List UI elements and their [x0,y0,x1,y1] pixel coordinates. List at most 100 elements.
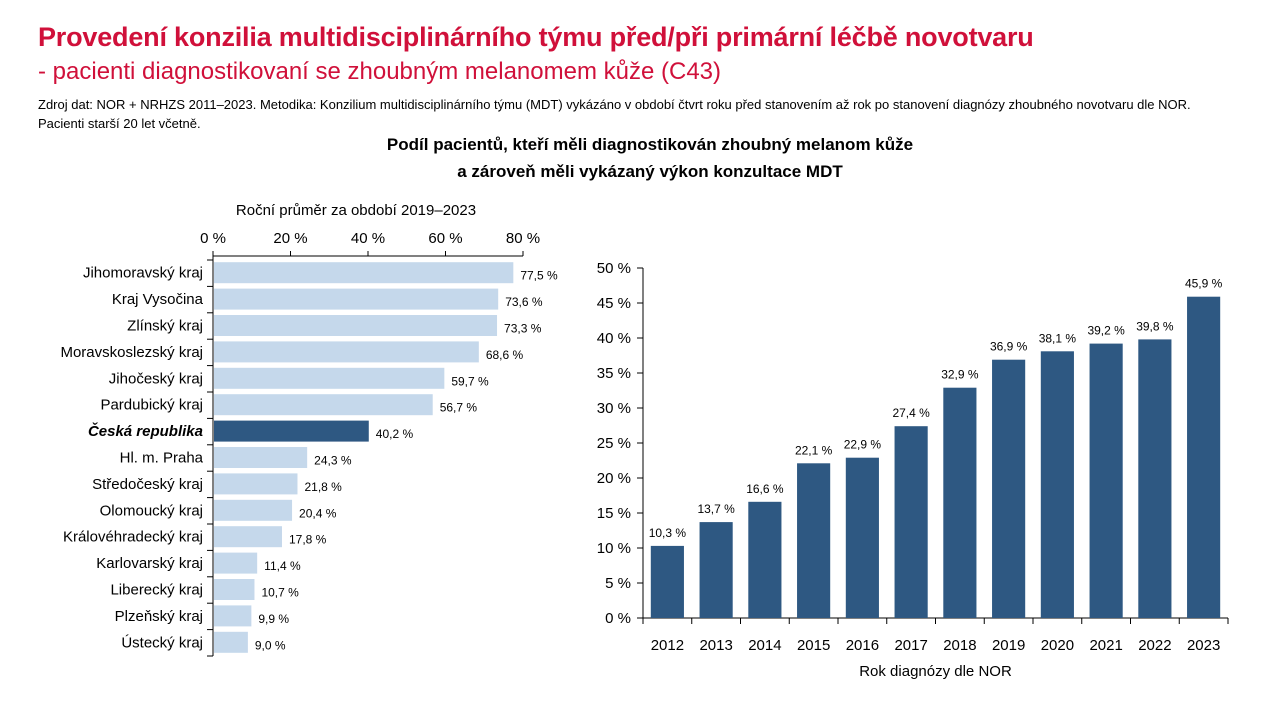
hbar-bar [214,447,308,468]
hbar-bar [214,341,479,363]
hbar-bar [214,262,514,284]
vbar-category-label: 2013 [699,637,732,654]
vbar-bar [992,359,1026,618]
hbar-bar [214,605,252,627]
vbar-value-label: 22,1 % [795,443,833,457]
chart-title-line1: Podíl pacientů, kteří měli diagnostiková… [386,135,914,154]
hbar-bar [214,367,445,389]
hbar-bar [214,315,498,336]
hbar-x-tick-label: 80 % [506,230,540,247]
vbar-value-label: 10,3 % [649,526,687,540]
vbar-category-label: 2020 [1041,637,1074,654]
hbar-value-label: 40,2 % [376,427,414,441]
vbar-category-label: 2018 [943,637,976,654]
hbar-category-label: Olomoucký kraj [100,502,203,519]
hbar-value-label: 73,6 % [505,295,543,309]
vbar-y-tick-label: 50 % [597,260,631,277]
vbar-category-label: 2021 [1089,637,1122,654]
hbar-value-label: 73,3 % [504,322,542,336]
vbar-value-label: 36,9 % [990,340,1028,354]
hbar-x-tick-label: 60 % [428,230,462,247]
vbar-y-tick-label: 35 % [597,365,631,382]
vbar-y-tick-label: 40 % [597,330,631,347]
hbar-value-label: 17,8 % [289,533,327,547]
vbar-value-label: 45,9 % [1185,277,1223,291]
hbar-category-label: Kraj Vysočina [112,291,204,308]
vbar-bar [894,426,928,618]
vbar-value-label: 13,7 % [697,502,735,516]
hbar-value-label: 59,7 % [451,374,489,388]
hbar-category-label: Moravskoslezský kraj [60,344,203,361]
page-title: Provedení konzilia multidisciplinárního … [38,22,1034,52]
hbar-value-label: 21,8 % [304,480,342,494]
vbar-value-label: 16,6 % [746,482,784,496]
hbar-category-label: Liberecký kraj [110,582,203,599]
vbar-category-label: 2022 [1138,637,1171,654]
vbar-value-label: 39,8 % [1136,319,1174,333]
hbar-category-label: Pardubický kraj [100,397,203,414]
hbar-value-label: 20,4 % [299,506,337,520]
hbar-x-tick-label: 40 % [351,230,385,247]
vbar-value-label: 27,4 % [892,406,930,420]
hbar-bar [214,394,433,416]
vbar-y-tick-label: 45 % [597,295,631,312]
hbar-value-label: 24,3 % [314,454,352,468]
vbar-category-label: 2012 [651,637,684,654]
vbar-value-label: 22,9 % [844,438,882,452]
vbar-category-label: 2017 [894,637,927,654]
vbar-value-label: 38,1 % [1039,331,1077,345]
hbar-value-label: 10,7 % [261,586,299,600]
vbar-bar [845,457,879,618]
vbar-bar [699,522,733,618]
hbar-bar [214,552,258,574]
chart-title-line2: a zároveň měli vykázaný výkon konzultace… [457,162,843,181]
vbar-y-tick-label: 30 % [597,400,631,417]
chart-title: Podíl pacientů, kteří měli diagnostiková… [0,131,1280,185]
hbar-bar [214,288,499,310]
hbar-category-label: Jihomoravský kraj [83,265,203,282]
hbar-value-label: 68,6 % [486,348,524,362]
vbar-category-label: 2015 [797,637,830,654]
vbar-y-tick-label: 20 % [597,470,631,487]
vbar-value-label: 39,2 % [1087,324,1125,338]
hbar-category-label: Česká republika [88,422,203,440]
source-note: Zdroj dat: NOR + NRHZS 2011–2023. Metodi… [38,97,1191,131]
vbar-bar [797,463,831,618]
vbar-y-tick-label: 5 % [605,575,631,592]
hbar-category-label: Jihočeský kraj [109,370,203,387]
hbar-x-tick-label: 20 % [273,230,307,247]
vbar-y-tick-label: 10 % [597,540,631,557]
vbar-y-tick-label: 15 % [597,505,631,522]
vbar-bar [1040,351,1074,618]
vbar-y-tick-label: 25 % [597,435,631,452]
vbar-value-label: 32,9 % [941,368,979,382]
vbar-bar [1187,296,1221,618]
hbar-x-tick-label: 0 % [200,230,226,247]
hbar-bar [214,420,369,442]
hbar-value-label: 9,0 % [255,638,286,652]
hbar-bar [214,579,255,600]
vbar-category-label: 2016 [846,637,879,654]
hbar-bar [214,526,282,548]
vbar-bar [748,501,782,618]
hbar-title: Roční průměr za období 2019–2023 [236,202,476,219]
hbar-category-label: Středočeský kraj [92,476,203,493]
hbar-category-label: Plzeňský kraj [115,608,203,625]
hbar-category-label: Zlínský kraj [127,318,203,335]
hbar-category-label: Hl. m. Praha [120,450,204,467]
vbar-y-tick-label: 0 % [605,610,631,627]
vbar-bar [1138,339,1172,618]
hbar-value-label: 9,9 % [258,612,289,626]
vbar-bar [943,387,977,618]
hbar-value-label: 56,7 % [440,401,478,415]
hbar-value-label: 11,4 % [264,559,301,573]
vbar-x-axis-title: Rok diagnózy dle NOR [859,663,1012,680]
vbar-bar [1089,343,1123,618]
hbar-bar [214,499,293,521]
vbar-category-label: 2023 [1187,637,1220,654]
vbar-category-label: 2019 [992,637,1025,654]
hbar-bar [214,473,298,495]
vbar-bar [650,545,684,618]
hbar-category-label: Královéhradecký kraj [63,529,203,546]
